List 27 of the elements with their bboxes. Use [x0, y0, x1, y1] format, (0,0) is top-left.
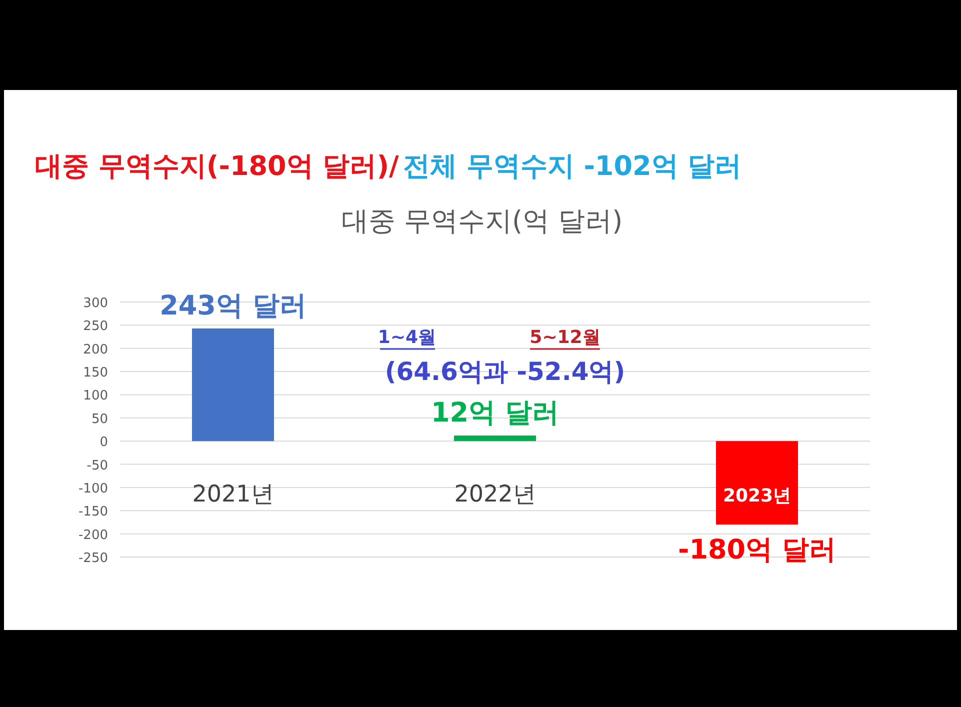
text: 전체 무역수지 -102억 달러	[402, 151, 742, 182]
chart-title: 대중 무역수지(-180억 달러)/	[35, 151, 400, 182]
y-tick-label: -250	[78, 551, 108, 566]
annotation: 1~4월	[378, 327, 436, 348]
y-tick-label: 100	[83, 388, 108, 404]
y-tick-label: 150	[83, 366, 108, 381]
data-label: 243억 달러	[160, 290, 306, 322]
bar	[454, 436, 536, 442]
annotation: 5~12월	[530, 327, 600, 348]
y-tick-label: 200	[83, 342, 108, 358]
y-tick-label: 250	[83, 319, 108, 334]
y-tick-label: -150	[78, 504, 108, 520]
bar	[192, 328, 274, 442]
annotation: (64.6억과 -52.4억)	[384, 357, 626, 386]
chart-subtitle: 대중 무역수지(억 달러)	[341, 206, 623, 237]
y-tick-label: 50	[91, 412, 108, 427]
x-tick-label: 2023년	[722, 485, 792, 506]
y-tick-label: 300	[83, 296, 108, 311]
y-tick-label: -200	[78, 528, 108, 543]
x-tick-label: 2021년	[192, 481, 274, 508]
x-tick-label: 2022년	[454, 481, 536, 508]
y-tick-label: -100	[78, 481, 108, 496]
bar	[716, 441, 798, 525]
y-tick-label: 0	[100, 435, 108, 450]
y-tick-label: -50	[86, 458, 108, 474]
data-label: 12억 달러	[431, 398, 559, 429]
data-label: -180억 달러	[678, 534, 836, 566]
